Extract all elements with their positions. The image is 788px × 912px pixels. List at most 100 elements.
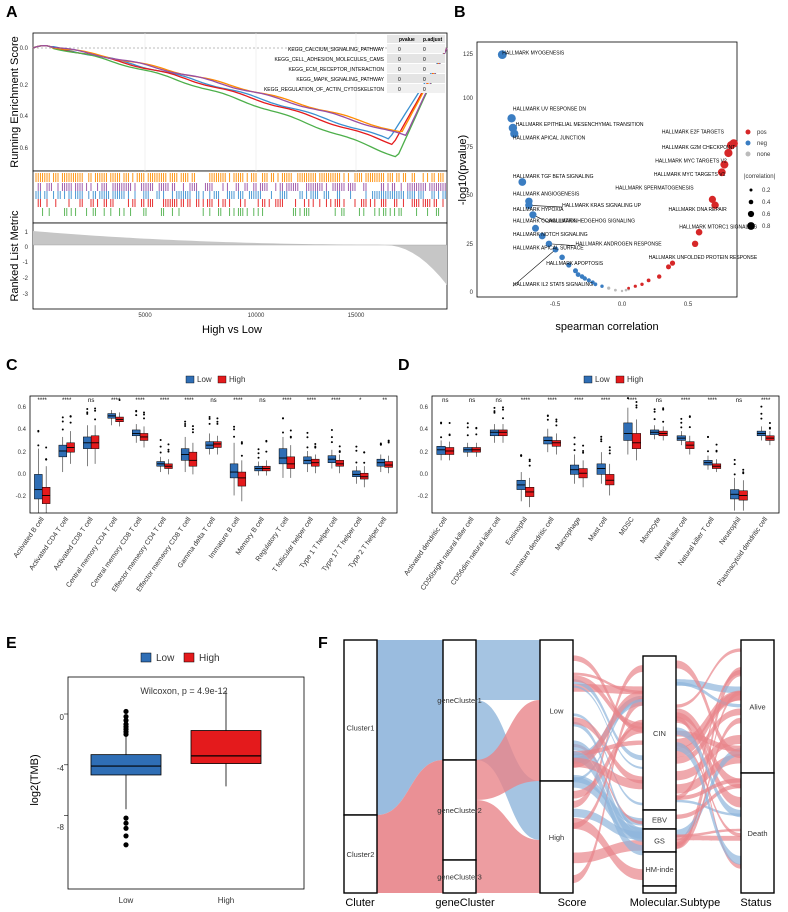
f-flow — [573, 685, 643, 769]
b-point-none — [620, 289, 624, 293]
legend-size-dot-1 — [748, 199, 754, 205]
f-node — [740, 639, 775, 774]
c-plot-outlier — [94, 409, 97, 412]
e-ylabel: log2(TMB) — [29, 754, 41, 805]
d-plot-outlier — [653, 408, 656, 411]
f-flow — [573, 817, 643, 881]
b-point-pos — [717, 168, 726, 177]
a-mtick-0: 1 — [25, 230, 29, 236]
b-label: HALLMARK HEDGEHOG SIGNALING — [549, 219, 635, 225]
a-xtick-1: 10000 — [248, 313, 265, 319]
a-table-row-bg — [387, 84, 445, 93]
b-point-neg — [590, 280, 595, 285]
d-plot-box — [498, 429, 508, 437]
a-table-h-padjust: p.adjust — [423, 37, 443, 43]
panel-label-e: E — [6, 635, 17, 652]
f-flow — [573, 690, 643, 768]
b-label: HALLMARK MYOGENESIS — [502, 51, 565, 57]
b-point-none — [614, 288, 617, 292]
c-plot-outlier — [159, 445, 162, 448]
c-legend-high: High — [229, 375, 245, 384]
b-xtick-0: -0.5 — [550, 302, 561, 308]
c-plot-outlier — [387, 441, 390, 444]
d-plot-outlier — [608, 446, 611, 449]
panel-label-b: B — [454, 4, 466, 21]
d-ytick-0: 0.6 — [420, 405, 429, 411]
f-flow — [573, 740, 643, 756]
f-flow — [676, 716, 741, 869]
f-node-label: HM-inde — [645, 865, 673, 874]
e-box — [190, 730, 262, 764]
d-plot-xtick: Macrophage — [554, 516, 582, 552]
c-plot-outlier — [265, 439, 268, 442]
d-plot-sig: **** — [574, 398, 584, 404]
f-axis-0: Cluter — [345, 897, 375, 909]
d-plot-outlier — [582, 449, 585, 452]
c-plot-outlier — [281, 431, 284, 434]
b-point-pos — [729, 139, 738, 148]
d-plot-outlier — [653, 418, 656, 421]
d-plot-outlier — [546, 418, 549, 421]
c-plot-outlier — [159, 451, 162, 454]
a-mtick-2: -1 — [23, 260, 29, 266]
a-table-h-pvalue: pvalue — [399, 37, 415, 43]
b-label: HALLMARK TGF BETA SIGNALING — [513, 174, 594, 180]
c-plot-outlier — [363, 461, 366, 464]
a-pathway-name: KEGG_CALCIUM_SIGNALING_PATHWAY — [288, 47, 385, 53]
b-label: HALLMARK NOTCH SIGNALING — [513, 232, 588, 238]
a-pathway-name: KEGG_REGULATION_OF_ACTIN_CYTOSKELETON — [264, 87, 384, 93]
f-flow — [573, 698, 643, 782]
f-flow — [676, 648, 741, 708]
c-plot-sig: **** — [331, 398, 341, 404]
b-ytick-125: 125 — [463, 52, 474, 58]
a-ytick-3: 0.6 — [20, 146, 29, 152]
panel-e-frame — [67, 676, 305, 890]
f-node-label: High — [549, 833, 564, 842]
d-plot-outlier — [662, 407, 665, 410]
b-ytick-100: 100 — [463, 96, 474, 102]
f-node — [343, 814, 378, 894]
d-plot-xtick: Mast cell — [588, 516, 610, 543]
f-flow — [573, 672, 643, 694]
f-flow — [676, 691, 741, 758]
f-node — [740, 772, 775, 894]
panel-c-frame — [29, 395, 398, 514]
c-plot-outlier — [314, 442, 317, 445]
c-plot-outlier — [143, 417, 146, 420]
c-plot-box — [229, 463, 239, 479]
f-flow — [676, 727, 741, 818]
b-point-neg — [566, 262, 572, 268]
d-plot-outlier — [608, 449, 611, 452]
d-plot-outlier — [493, 406, 496, 409]
f-node — [442, 639, 477, 761]
c-plot-sig: * — [359, 398, 362, 404]
e-box — [90, 754, 162, 776]
b-label: HALLMARK EPITHELIAL MESENCHYMAL TRANSITI… — [516, 122, 644, 128]
e-outlier — [123, 713, 129, 720]
c-ytick-4: -0.2 — [16, 494, 27, 500]
c-plot-sig: **** — [307, 398, 317, 404]
a-pathway-padjust: 0 — [423, 87, 426, 93]
d-plot-outlier — [528, 458, 531, 461]
d-plot-xtick: MDSC — [618, 516, 636, 537]
c-ytick-1: 0.4 — [18, 427, 27, 433]
c-plot-outlier — [355, 461, 358, 464]
c-plot-outlier — [306, 431, 309, 434]
b-point-neg — [532, 224, 539, 232]
d-legend-low: Low — [595, 375, 610, 384]
c-plot-xtick: Central memory CD8 T cell — [90, 516, 144, 589]
f-flow — [573, 675, 643, 729]
d-plot-sig: ns — [656, 398, 662, 404]
f-flow — [676, 730, 741, 752]
d-plot-box — [631, 433, 641, 449]
a-mtick-4: -3 — [23, 292, 29, 298]
f-node-label: Low — [550, 707, 564, 716]
legend-pos: pos — [757, 130, 767, 136]
c-plot-box — [384, 461, 393, 468]
c-plot-outlier — [159, 438, 162, 441]
b-point-pos — [691, 240, 699, 247]
d-plot-outlier — [520, 454, 523, 457]
c-plot-outlier — [257, 448, 260, 451]
f-flow — [573, 751, 643, 856]
d-plot-outlier — [760, 417, 763, 420]
